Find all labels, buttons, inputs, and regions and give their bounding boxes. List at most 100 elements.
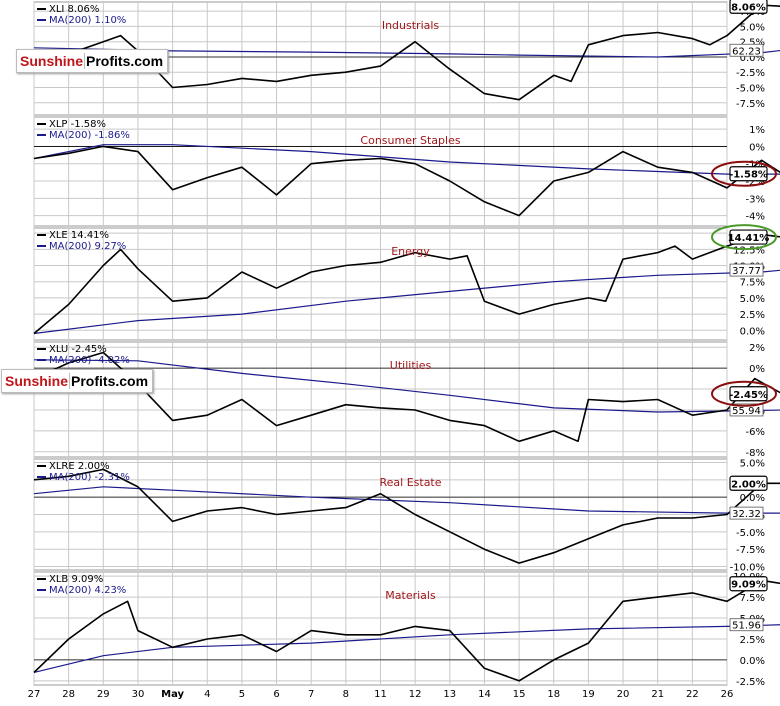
legend-label: MA(200) -4.02%	[49, 355, 130, 366]
legend-label: XLRE 2.00%	[49, 461, 110, 472]
legend-label: XLE 14.41%	[49, 230, 109, 241]
x-tick-label: May	[161, 689, 184, 700]
y-tick-label: 0%	[749, 142, 765, 153]
y-tick-label: -5.0%	[736, 528, 765, 539]
legend-label: XLI 8.06%	[49, 4, 99, 15]
x-tick-label: 5	[239, 689, 245, 700]
price-tag: 14.41%	[728, 233, 770, 244]
ma-series-line	[33, 359, 780, 413]
price-tag: 2.00%	[731, 479, 766, 490]
ma-series-line	[33, 269, 780, 335]
price-tag: -2.45%	[729, 390, 768, 401]
y-tick-label: -6%	[746, 427, 765, 438]
x-tick-label: 30	[132, 689, 145, 700]
y-tick-label: -2%	[746, 177, 765, 188]
legend-label: XLU -2.45%	[49, 344, 107, 355]
x-tick-label: 26	[721, 689, 734, 700]
x-tick-label: 7	[308, 689, 314, 700]
ma-tag: 55.94	[732, 406, 761, 417]
price-tag-box	[729, 0, 768, 14]
ma-series-line	[33, 486, 780, 514]
x-tick-label: 8	[343, 689, 349, 700]
price-series-line	[33, 468, 780, 564]
ma-tag: 62.23	[732, 46, 761, 57]
y-tick-label: -5.0%	[736, 84, 765, 95]
y-tick-label: -7.5%	[736, 545, 765, 556]
y-tick-label: 0.0%	[740, 656, 765, 667]
y-tick-label: 7.5%	[740, 278, 765, 289]
y-tick-label: 2.5%	[740, 635, 765, 646]
y-tick-label: 0.0%	[740, 53, 765, 64]
y-tick-label: 12.5%	[733, 245, 765, 256]
y-tick-label: 1%	[749, 125, 765, 136]
y-tick-label: 2%	[749, 343, 765, 354]
x-tick-label: 6	[273, 689, 279, 700]
y-tick-label: 2.5%	[740, 310, 765, 321]
panel-title: Utilities	[390, 359, 432, 372]
y-tick-label: 0.0%	[740, 493, 765, 504]
y-tick-label: 0%	[749, 364, 765, 375]
ma-series-line	[33, 624, 780, 673]
x-tick-label: 12	[409, 689, 422, 700]
x-axis-ticks: 27 28 29 30 May 4 5 6 7 8 11 12 13 14 15 18 19 20 21 22 26	[28, 689, 734, 700]
y-tick-label: -2.5%	[736, 677, 765, 688]
y-tick-label: -3%	[746, 194, 765, 205]
y-tick-label: 0.0%	[740, 326, 765, 337]
price-series-line	[33, 351, 780, 443]
sunshine-profits-logo-mid: Sunshine Profits.com	[1, 369, 154, 393]
y-tick-label: 2.5%	[740, 38, 765, 49]
legend-label: MA(200) 9.27%	[49, 241, 126, 252]
y-tick-label: 5.0%	[740, 458, 765, 469]
x-tick-label: 13	[443, 689, 456, 700]
ma-tag: 37.77	[732, 266, 761, 277]
x-tick-label: 15	[513, 689, 526, 700]
logo-part-b: Profits.com	[69, 373, 152, 389]
x-tick-label: 14	[478, 689, 491, 700]
ma-tag-box	[729, 43, 764, 57]
x-tick-label: 11	[374, 689, 387, 700]
ma-tag: 51.96	[732, 621, 761, 632]
price-series-line	[33, 145, 780, 217]
x-tick-label: 20	[617, 689, 630, 700]
ma-series-line	[33, 144, 780, 175]
y-tick-label: -8%	[746, 448, 765, 459]
panel-title: Consumer Staples	[360, 134, 460, 147]
x-tick-label: 21	[651, 689, 664, 700]
x-tick-label: 18	[547, 689, 560, 700]
y-tick-label: -2.5%	[736, 68, 765, 79]
panel-title: Industrials	[382, 19, 440, 32]
price-tag-box	[729, 475, 768, 491]
price-series-line	[33, 233, 780, 335]
panel-title: Energy	[391, 245, 430, 258]
ma-tag-box	[729, 263, 764, 277]
price-tag-box	[729, 166, 768, 182]
y-tick-label: 5.0%	[740, 294, 765, 305]
ma-tag-box	[729, 506, 764, 520]
x-tick-label: 19	[582, 689, 595, 700]
panel-real-estate: 5.0%2.5%0.0%-2.5%-5.0%-7.5%-10.0%Real Es…	[33, 458, 780, 574]
x-tick-label: 4	[204, 689, 210, 700]
panel-title: Real Estate	[379, 476, 441, 489]
legend-label: XLP -1.58%	[49, 119, 106, 130]
x-tick-label: 28	[62, 689, 75, 700]
y-tick-label: -10.0%	[730, 563, 765, 574]
highlight-circle	[711, 380, 777, 407]
legend-label: MA(200) -1.86%	[49, 130, 130, 141]
sunshine-profits-logo-top: Sunshine Profits.com	[16, 49, 169, 73]
panel-title: Materials	[385, 589, 436, 602]
y-tick-label: 5.0%	[740, 22, 765, 33]
ma-tag-box	[729, 618, 764, 632]
logo-part-a: Sunshine	[5, 373, 69, 389]
logo-part-b: Profits.com	[84, 53, 167, 69]
panel-energy: 15.0%12.5%10.0%7.5%5.0%2.5%0.0%EnergyXLE…	[33, 224, 780, 341]
price-series-line	[33, 579, 780, 682]
y-tick-label: 7.5%	[740, 593, 765, 604]
legend-label: MA(200) -2.31%	[49, 472, 130, 483]
x-tick-label: 22	[686, 689, 699, 700]
logo-part-a: Sunshine	[20, 53, 84, 69]
